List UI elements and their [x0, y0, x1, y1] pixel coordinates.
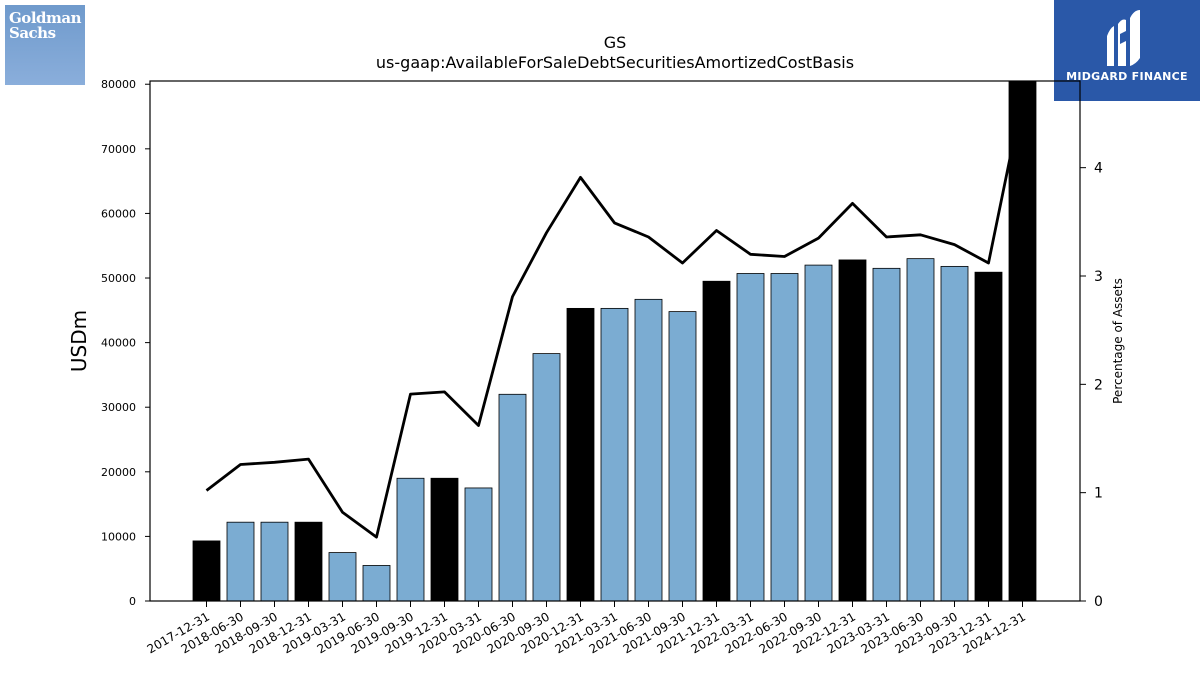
y-tick-label: 50000	[101, 272, 136, 285]
bar-2019-09-30	[396, 477, 425, 602]
y-tick-label: 60000	[101, 207, 136, 220]
bar-2024-12-31	[1008, 80, 1037, 602]
bar-2019-06-30	[362, 565, 391, 602]
bar-2023-06-30	[906, 258, 935, 602]
right-axis: 0 1 2 3 4	[1080, 161, 1103, 610]
bar-2023-03-31	[872, 267, 901, 602]
bar-2021-06-30	[634, 298, 663, 602]
y-tick-label: 20000	[101, 466, 136, 479]
percentage-of-assets-line	[205, 96, 1024, 539]
logo-line-2: Sachs	[9, 24, 56, 42]
y2-tick-label: 0	[1094, 594, 1103, 610]
y2-tick-label: 2	[1094, 377, 1103, 393]
midgard-finance-label: MIDGARD FINANCE	[1066, 70, 1188, 83]
y-tick-label: 80000	[101, 78, 136, 91]
bar-2021-03-31	[600, 307, 629, 602]
goldman-sachs-logo: Goldman Sachs	[5, 5, 85, 85]
bar-2022-03-31	[736, 273, 765, 602]
chart-title: GS	[604, 33, 627, 52]
chart-subtitle: us-gaap:AvailableForSaleDebtSecuritiesAm…	[376, 53, 854, 72]
bar-2020-12-31	[566, 307, 595, 602]
y-tick-label: 0	[129, 595, 136, 608]
bar-2018-09-30	[260, 521, 289, 602]
bar-2019-03-31	[328, 552, 357, 602]
bar-2021-09-30	[668, 311, 697, 602]
y2-axis-label: Percentage of Assets	[1111, 278, 1125, 404]
mf-monogram-icon	[1107, 10, 1140, 66]
logo-line-1: Goldman	[9, 9, 82, 27]
bar-2019-12-31	[430, 477, 459, 602]
bar-2023-12-31	[974, 271, 1003, 602]
bar-2017-12-31	[192, 540, 221, 602]
bar-2020-03-31	[464, 487, 493, 602]
bar-2018-06-30	[226, 521, 255, 602]
y-axis-label: USDm	[67, 310, 91, 372]
bar-2020-09-30	[532, 353, 561, 602]
bar-2022-12-31	[838, 259, 867, 602]
y2-tick-label: 4	[1094, 161, 1103, 177]
y-tick-label: 30000	[101, 401, 136, 414]
y-tick-label: 70000	[101, 143, 136, 156]
bar-series	[192, 80, 1037, 602]
y2-tick-label: 1	[1094, 486, 1103, 502]
bar-2020-06-30	[498, 393, 527, 602]
bar-2022-06-30	[770, 273, 799, 602]
x-axis: 2017-12-312018-06-302018-09-302018-12-31…	[145, 601, 1028, 656]
bar-2022-09-30	[804, 264, 833, 602]
y2-tick-label: 3	[1094, 269, 1103, 285]
left-axis: 0 10000 20000 30000 40000 50000 60000 70000 8000…	[101, 78, 150, 608]
y-tick-label: 40000	[101, 337, 136, 350]
bar-2018-12-31	[294, 521, 323, 602]
bar-2021-12-31	[702, 280, 731, 602]
y-tick-label: 10000	[101, 530, 136, 543]
midgard-finance-logo: MIDGARD FINANCE	[1054, 0, 1200, 101]
bar-2023-09-30	[940, 265, 969, 602]
